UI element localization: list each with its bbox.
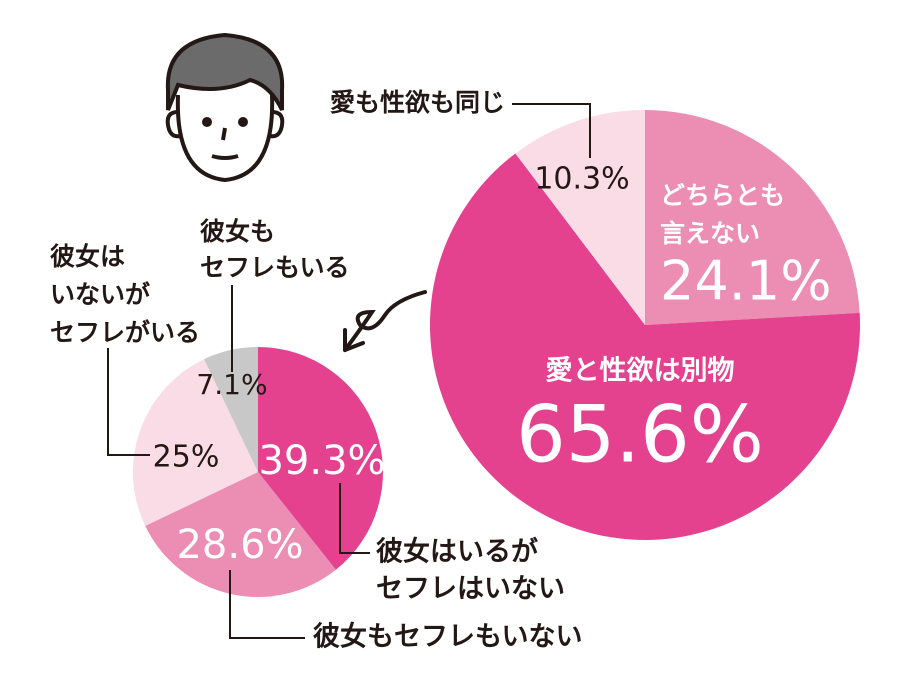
slice-label: 彼女も [200,217,275,246]
slice-label: 言えない [660,219,760,248]
slice-label: セフレもいる [200,253,350,282]
slice-label: セフレはいない [376,574,565,605]
pie [430,110,860,541]
face-icon [165,32,285,183]
pie [133,347,383,597]
pie-slice [430,153,860,541]
value-label: 39.3% [258,438,385,484]
leader-lines [107,103,591,639]
slice-label: 彼女もセフレもいない [313,621,582,653]
pie-slice [515,110,645,325]
pie-slice [258,347,383,570]
value-label: 7.1% [196,368,267,401]
slice-label: どちらとも [660,181,785,210]
arrow [343,290,427,352]
pie-slice [145,472,336,597]
slice-label: 彼女はいるが [376,536,538,568]
pie-slice [204,347,258,472]
slice-label: 彼女は [50,242,125,271]
value-label: 65.6% [516,390,764,480]
value-label: 28.6% [176,522,303,568]
slice-label: 愛も性欲も同じ [330,88,505,117]
slice-label: セフレがいる [50,318,200,347]
value-label: 25% [153,440,220,475]
value-label: 24.1% [660,250,832,313]
value-label: 10.3% [534,162,629,197]
slice-label: 愛と性欲は別物 [546,356,735,387]
pie-slice [645,110,860,325]
slice-label: いないが [50,280,150,309]
pie-slice [133,359,258,526]
